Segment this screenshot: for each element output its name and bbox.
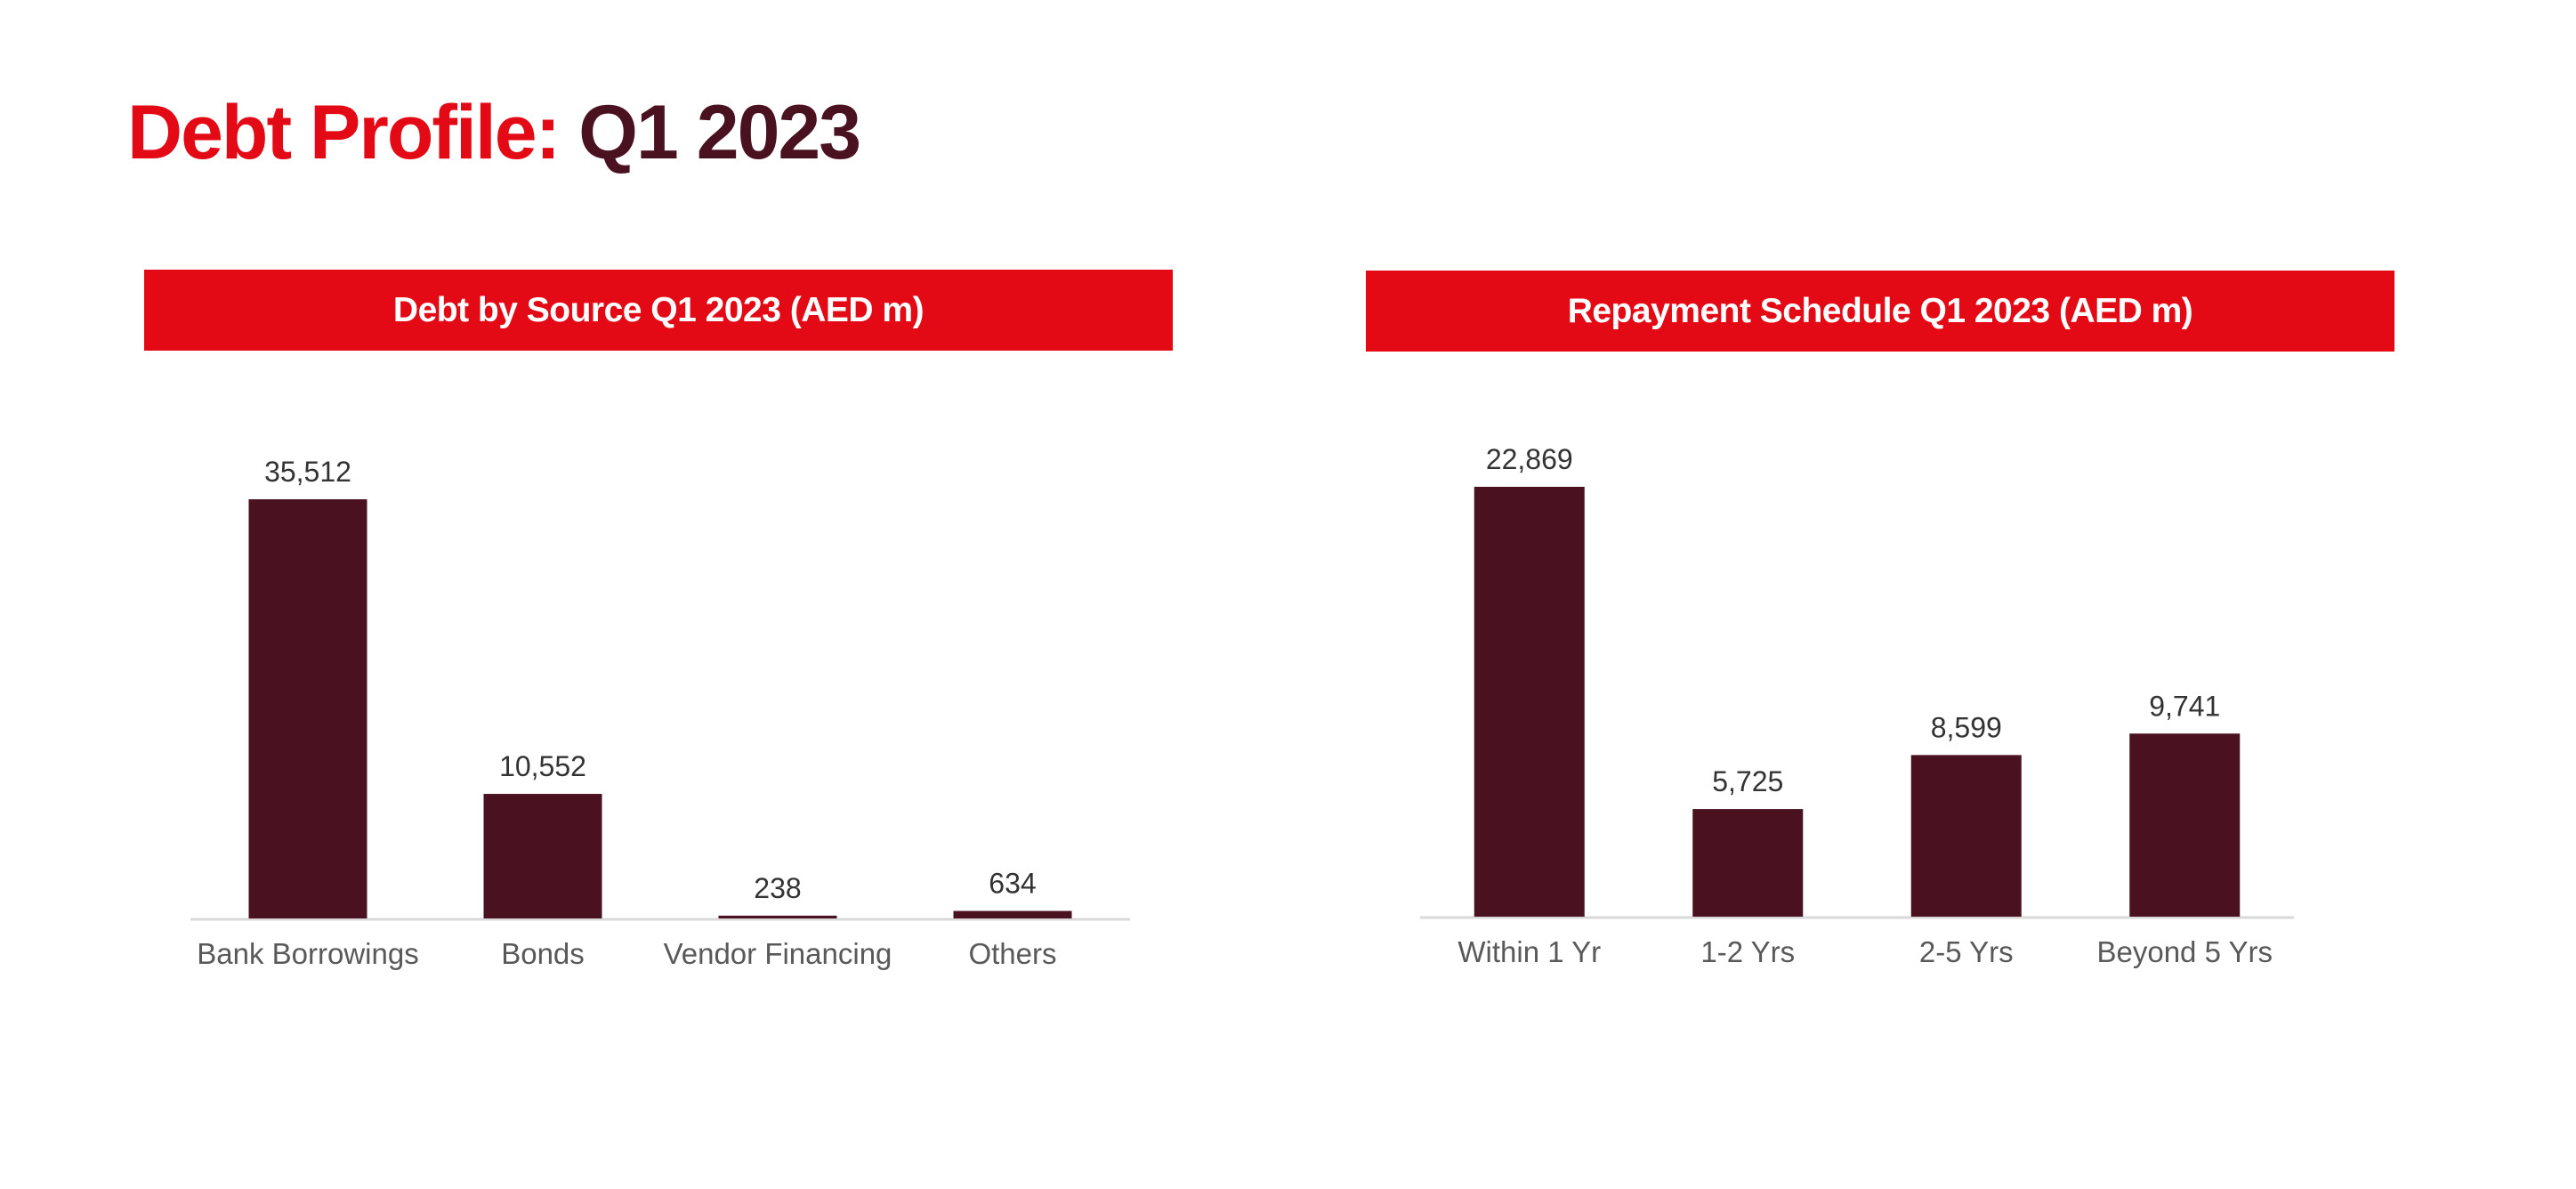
repayment-category-label: 1-2 Yrs <box>1700 935 1795 968</box>
debt-source-category-label: Vendor Financing <box>664 937 892 970</box>
debt-source-category-label: Bonds <box>501 937 585 970</box>
repayment-bar <box>2129 733 2241 917</box>
repayment-category-label: Beyond 5 Yrs <box>2096 935 2273 968</box>
page-title-suffix: Q1 2023 <box>559 90 861 175</box>
page-title-prefix: Debt Profile: <box>127 90 561 175</box>
debt-source-value-label: 238 <box>754 872 801 904</box>
debt-source-bar <box>483 794 602 918</box>
debt-source-category-label: Bank Borrowings <box>197 937 418 970</box>
repayment-bar <box>1910 755 2022 917</box>
repayment-bar <box>1692 809 1804 917</box>
debt-by-source-chart-title: Debt by Source Q1 2023 (AED m) <box>144 270 1173 351</box>
debt-source-category-label: Others <box>968 937 1056 970</box>
debt-source-bar <box>718 915 837 918</box>
repayment-bar <box>1474 487 1585 917</box>
debt-source-bar <box>953 910 1072 918</box>
page-title: Debt Profile: Q1 2023 <box>127 94 861 171</box>
repayment-value-label: 5,725 <box>1712 765 1783 797</box>
repayment-value-label: 22,869 <box>1486 443 1573 475</box>
repayment-value-label: 9,741 <box>2149 690 2220 722</box>
debt-source-value-label: 10,552 <box>499 750 586 782</box>
debt-source-value-label: 35,512 <box>264 456 351 488</box>
repayment-value-label: 8,599 <box>1931 711 2002 743</box>
debt-source-bar <box>248 499 367 918</box>
repayment-category-label: Within 1 Yr <box>1458 935 1601 968</box>
repayment-category-label: 2-5 Yrs <box>1919 935 2014 968</box>
debt-source-value-label: 634 <box>989 868 1036 900</box>
repayment-schedule-chart-title: Repayment Schedule Q1 2023 (AED m) <box>1366 271 2394 352</box>
